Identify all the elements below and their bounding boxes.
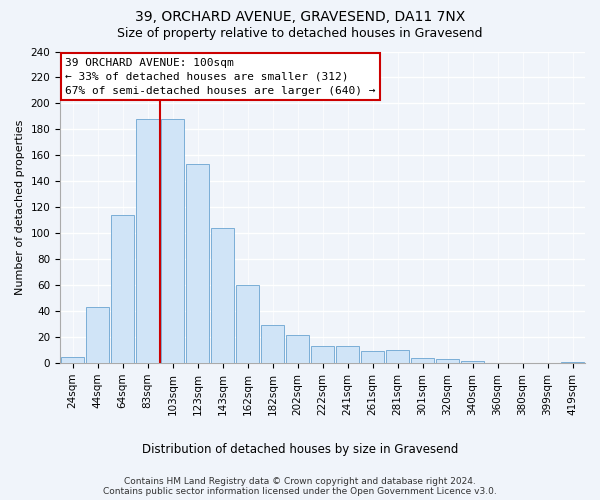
Text: 39 ORCHARD AVENUE: 100sqm
← 33% of detached houses are smaller (312)
67% of semi: 39 ORCHARD AVENUE: 100sqm ← 33% of detac… bbox=[65, 58, 376, 96]
Bar bbox=[436, 360, 460, 363]
Bar bbox=[110, 215, 134, 363]
Text: Contains HM Land Registry data © Crown copyright and database right 2024.: Contains HM Land Registry data © Crown c… bbox=[124, 478, 476, 486]
Bar bbox=[311, 346, 334, 363]
Text: Size of property relative to detached houses in Gravesend: Size of property relative to detached ho… bbox=[117, 28, 483, 40]
Bar bbox=[461, 360, 484, 363]
Bar bbox=[286, 334, 310, 363]
Bar bbox=[211, 228, 235, 363]
Text: Distribution of detached houses by size in Gravesend: Distribution of detached houses by size … bbox=[142, 442, 458, 456]
Bar bbox=[161, 119, 184, 363]
Bar bbox=[335, 346, 359, 363]
Bar bbox=[260, 326, 284, 363]
Bar bbox=[386, 350, 409, 363]
Bar bbox=[560, 362, 584, 363]
Text: 39, ORCHARD AVENUE, GRAVESEND, DA11 7NX: 39, ORCHARD AVENUE, GRAVESEND, DA11 7NX bbox=[135, 10, 465, 24]
Bar bbox=[61, 356, 85, 363]
Y-axis label: Number of detached properties: Number of detached properties bbox=[15, 120, 25, 295]
Bar bbox=[361, 352, 385, 363]
Bar bbox=[185, 164, 209, 363]
Bar bbox=[86, 308, 109, 363]
Bar bbox=[410, 358, 434, 363]
Text: Contains public sector information licensed under the Open Government Licence v3: Contains public sector information licen… bbox=[103, 488, 497, 496]
Bar bbox=[136, 119, 160, 363]
Bar bbox=[236, 285, 259, 363]
